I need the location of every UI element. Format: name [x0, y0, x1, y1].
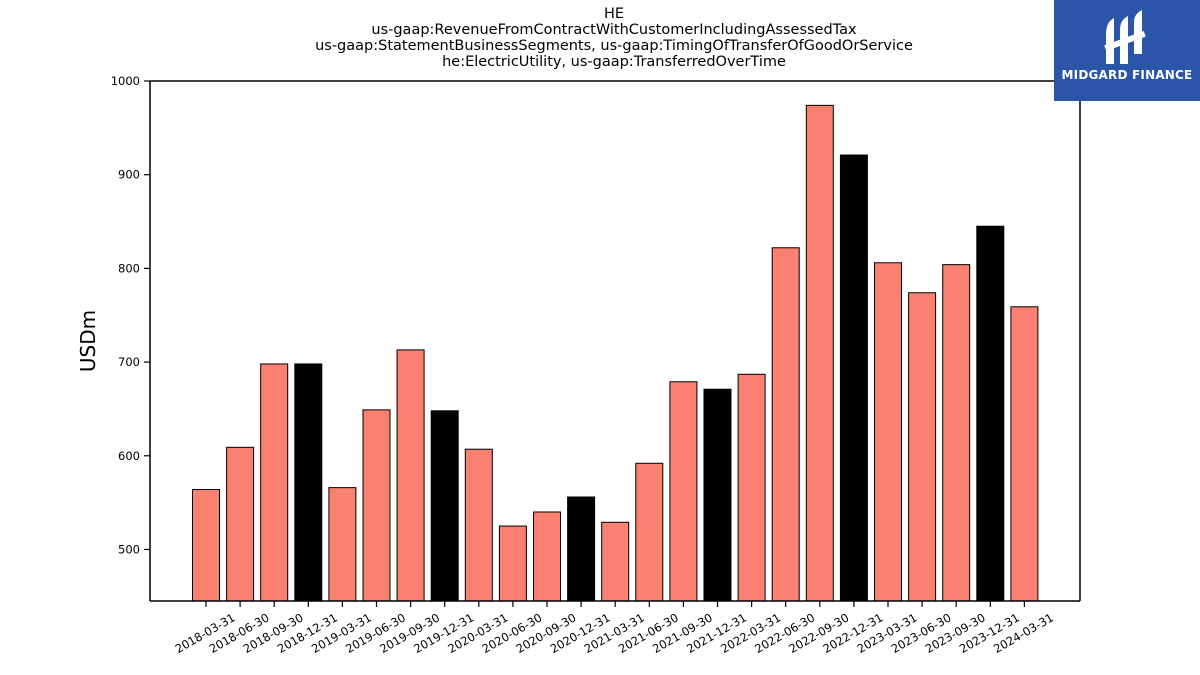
bar-2019-03-31 — [328, 487, 357, 602]
bar-2018-09-30 — [260, 363, 289, 602]
chart-title-line-1: HE — [603, 6, 625, 22]
y-tick-label-500: 500 — [118, 542, 140, 556]
bar-2020-03-31 — [464, 448, 493, 602]
bar-2021-12-31 — [703, 388, 732, 602]
bar-2023-06-30 — [908, 292, 937, 602]
bar-2018-06-30 — [226, 446, 255, 602]
bar-2018-12-31 — [294, 363, 323, 602]
y-axis-label: USDm — [76, 310, 100, 372]
chart-title-line-2: us-gaap:RevenueFromContractWithCustomerI… — [371, 22, 857, 38]
y-tick-label-800: 800 — [118, 261, 140, 275]
bar-2022-06-30 — [771, 247, 800, 602]
bar-2020-06-30 — [498, 525, 527, 602]
bar-2020-12-31 — [567, 496, 596, 602]
chart-title-line-4: he:ElectricUtility, us-gaap:TransferredO… — [442, 54, 786, 70]
bar-2022-12-31 — [839, 154, 868, 602]
bar-2021-03-31 — [601, 521, 630, 602]
chart-title-line-3: us-gaap:StatementBusinessSegments, us-ga… — [315, 38, 913, 54]
bar-2019-12-31 — [430, 410, 459, 602]
bar-2024-03-31 — [1010, 306, 1039, 602]
y-tick-label-900: 900 — [118, 168, 140, 182]
bar-2019-09-30 — [396, 349, 425, 602]
logo-text: MIDGARD FINANCE — [1061, 68, 1193, 82]
bar-2022-03-31 — [737, 373, 766, 602]
y-tick-label-1000: 1000 — [111, 74, 140, 88]
y-tick-label-700: 700 — [118, 355, 140, 369]
midgard-logo-icon — [1104, 10, 1146, 64]
midgard-finance-logo: MIDGARD FINANCE — [1054, 0, 1200, 101]
bar-2021-06-30 — [635, 462, 664, 602]
bar-2023-12-31 — [976, 225, 1005, 602]
y-tick-label-600: 600 — [118, 449, 140, 463]
bar-2020-09-30 — [533, 511, 561, 602]
bar-2019-06-30 — [362, 409, 391, 602]
bar-2018-03-31 — [192, 489, 220, 602]
bar-2023-03-31 — [874, 262, 902, 602]
bar-2023-09-30 — [942, 264, 971, 602]
chart-title: HE us-gaap:RevenueFromContractWithCustom… — [0, 6, 1200, 70]
bar-2021-09-30 — [669, 381, 698, 602]
bar-2022-09-30 — [805, 104, 834, 602]
